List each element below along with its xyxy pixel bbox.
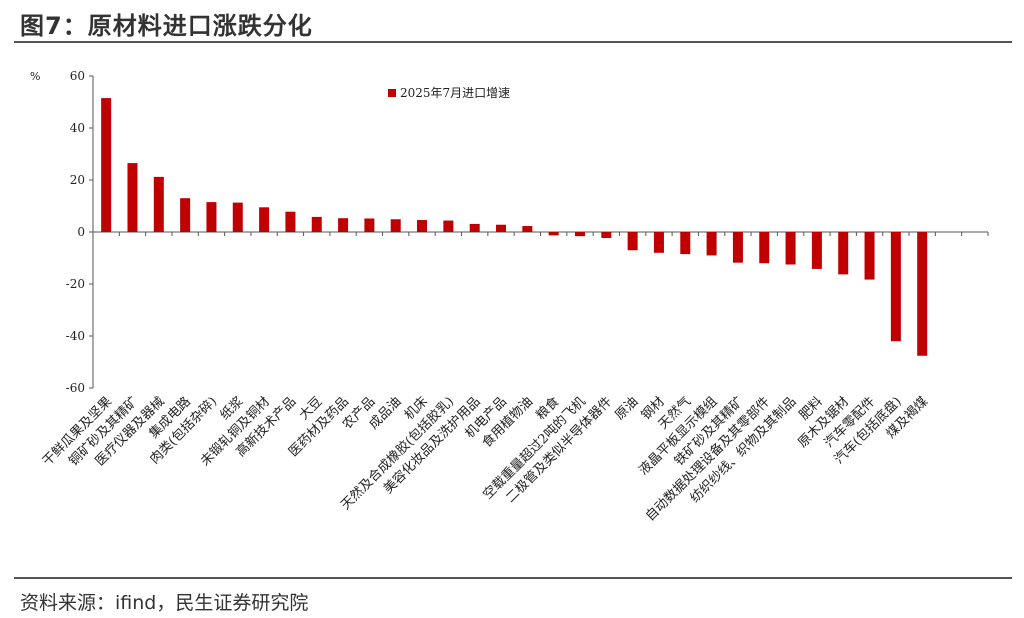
bar-20 <box>601 232 612 238</box>
y-tick-label: 0 <box>77 225 85 239</box>
source-note: 资料来源：ifind，民生证券研究院 <box>20 592 309 614</box>
bar-11 <box>364 218 375 232</box>
bar-5 <box>206 202 217 232</box>
top-rule <box>14 41 1012 43</box>
bars <box>101 98 928 356</box>
bar-25 <box>732 232 743 263</box>
y-tick-label: 60 <box>70 69 85 83</box>
bar-17 <box>522 226 533 232</box>
y-axis-unit: % <box>30 70 40 83</box>
bar-19 <box>574 232 585 237</box>
figure-title: 图7：原材料进口涨跌分化 <box>20 12 313 40</box>
bar-3 <box>153 176 164 232</box>
bar-9 <box>311 216 322 232</box>
legend-label: 2025年7月进口增速 <box>400 86 510 100</box>
bar-12 <box>390 219 401 232</box>
bar-32 <box>917 232 928 356</box>
bar-6 <box>232 202 243 232</box>
bar-24 <box>706 232 717 256</box>
category-labels: 干鲜瓜果及坚果铜矿砂及其精矿医疗仪器及器械集成电路肉类(包括杂碎)纸浆未锻轧铜及… <box>40 394 931 525</box>
x-tick-label: 原油 <box>612 394 641 423</box>
y-tick-label: 40 <box>70 121 85 135</box>
bar-31 <box>890 232 901 342</box>
bar-21 <box>627 232 638 251</box>
bar-30 <box>864 232 875 280</box>
bar-1 <box>101 98 112 232</box>
bar-7 <box>259 207 270 232</box>
bar-16 <box>496 224 507 232</box>
bar-2 <box>127 163 138 232</box>
bar-29 <box>838 232 849 275</box>
bar-chart: 60 40 20 0 -20 -40 -60 干鲜瓜果及坚果铜矿砂及其精矿医疗仪器及器械集成… <box>30 69 989 525</box>
bar-26 <box>759 232 770 264</box>
bar-8 <box>285 211 296 232</box>
bottom-rule <box>14 577 1012 579</box>
bar-22 <box>653 232 664 253</box>
bar-14 <box>443 220 454 232</box>
bar-27 <box>785 232 796 265</box>
bar-13 <box>417 220 428 232</box>
y-tick-label: -40 <box>66 329 85 343</box>
y-tick-label: 20 <box>70 173 85 187</box>
legend: 2025年7月进口增速 <box>388 86 510 100</box>
legend-swatch <box>388 89 396 97</box>
bar-23 <box>680 232 691 255</box>
y-tick-label: -20 <box>66 277 85 291</box>
bar-18 <box>548 232 559 236</box>
y-tick-label: -60 <box>66 381 85 395</box>
bar-15 <box>469 223 480 232</box>
bar-10 <box>338 218 349 232</box>
bar-4 <box>180 198 191 232</box>
bar-28 <box>811 232 822 269</box>
